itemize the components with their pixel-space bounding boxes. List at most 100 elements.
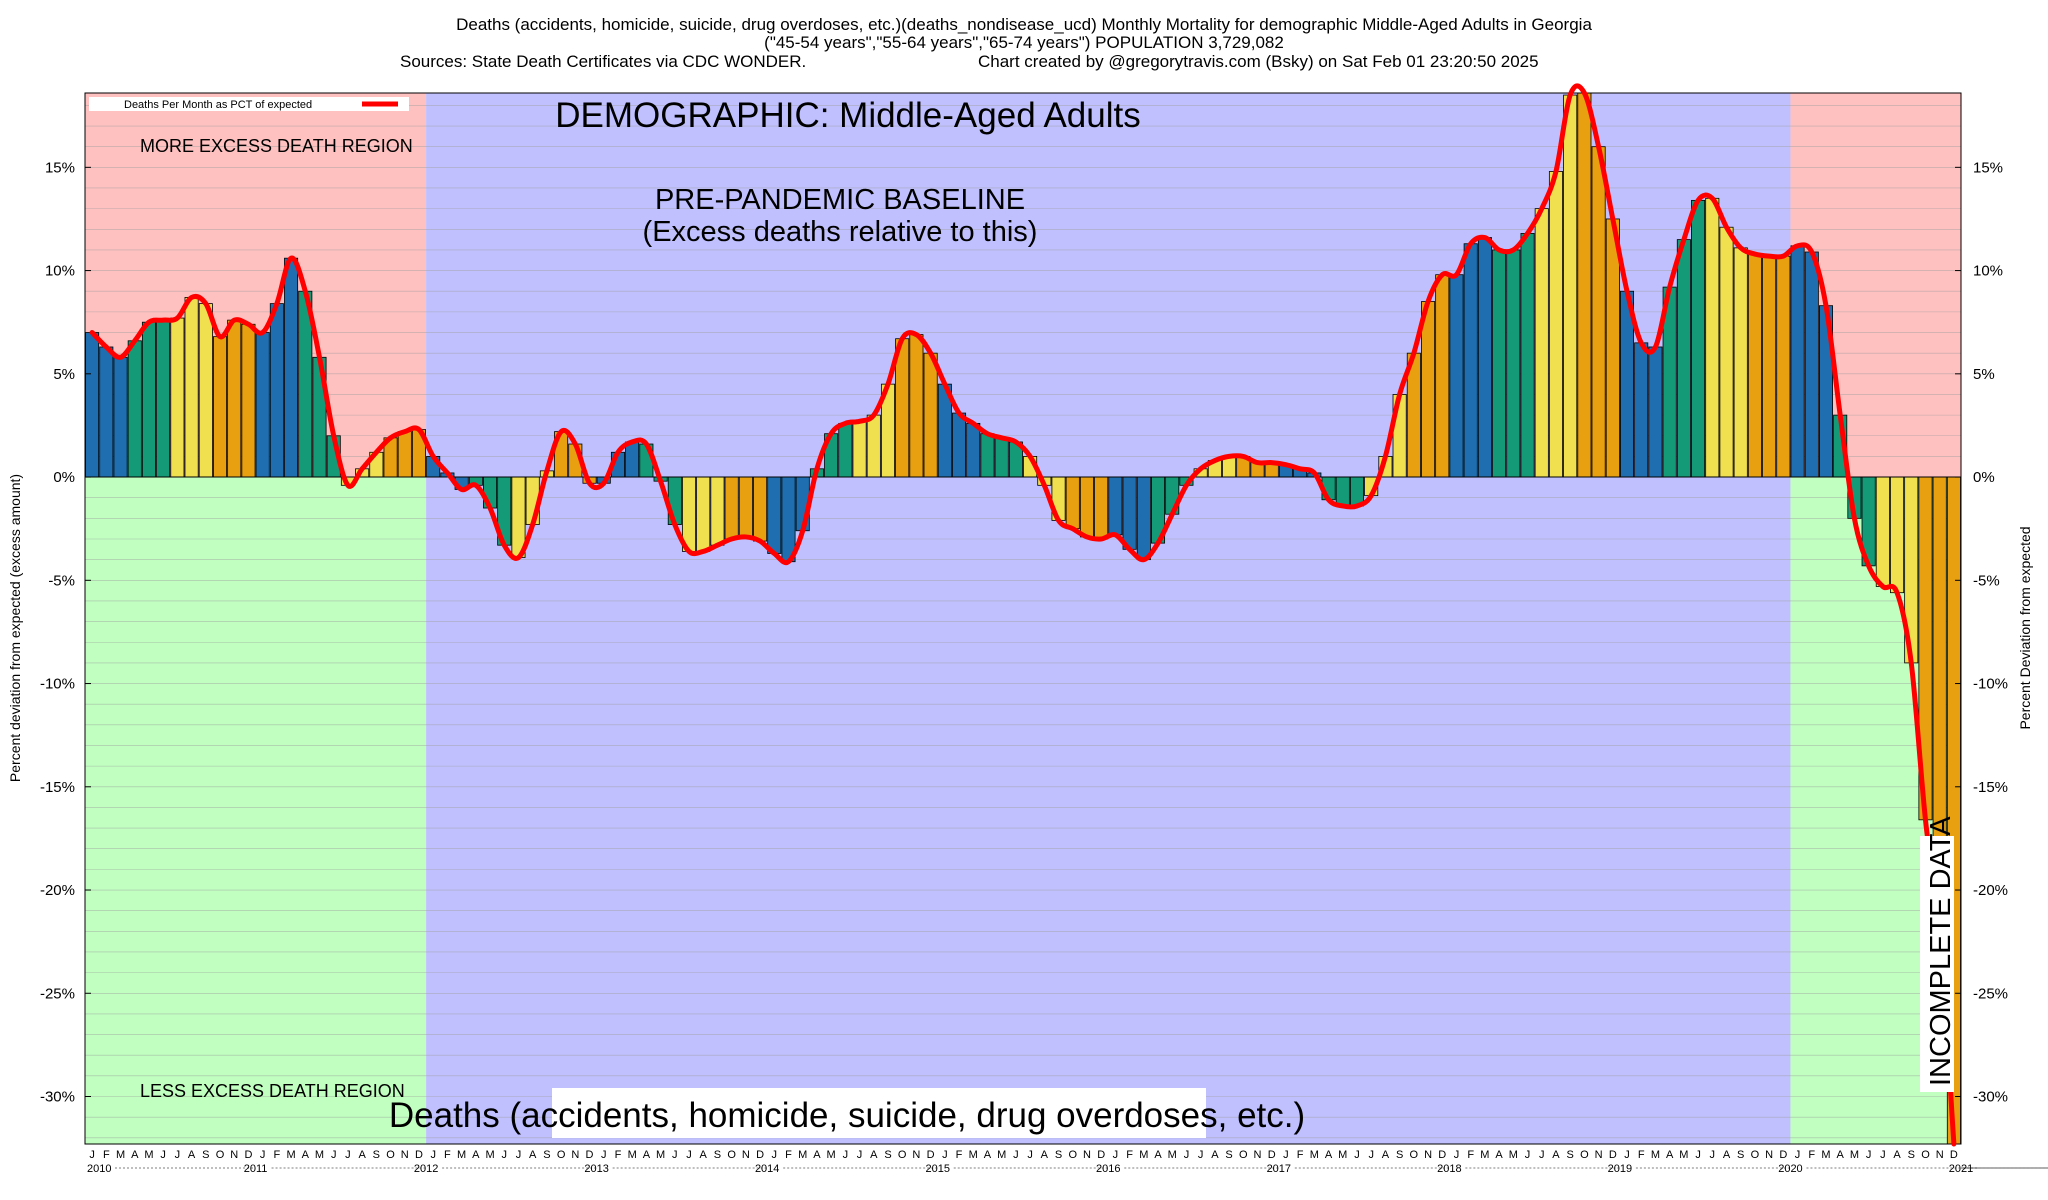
bar	[1591, 146, 1606, 478]
ytick-label-left: 15%	[45, 159, 75, 176]
month-tick-label: M	[1338, 1149, 1347, 1161]
less-region-label: LESS EXCESS DEATH REGION	[140, 1081, 405, 1101]
month-tick-label: J	[160, 1149, 166, 1161]
month-tick-label: N	[1254, 1149, 1262, 1161]
bar	[1776, 255, 1791, 478]
incomplete-data-label: INCOMPLETE DATA	[1920, 816, 1957, 1092]
month-tick-label: J	[502, 1149, 508, 1161]
bar	[156, 319, 171, 478]
ytick-label-right: 10%	[1973, 263, 2003, 280]
month-tick-label: O	[1751, 1149, 1760, 1161]
year-label: 2021	[1949, 1163, 1973, 1175]
month-tick-label: A	[1382, 1149, 1390, 1161]
bar	[753, 476, 768, 542]
more-region-left	[85, 93, 427, 478]
month-tick-label: D	[586, 1149, 594, 1161]
month-tick-label: J	[1539, 1149, 1545, 1161]
bar	[1790, 245, 1805, 478]
month-tick-label: M	[315, 1149, 324, 1161]
bar	[1890, 476, 1905, 594]
month-tick-label: M	[827, 1149, 836, 1161]
ytick-label-right: -15%	[1973, 779, 2008, 796]
month-tick-label: A	[1723, 1149, 1731, 1161]
bar	[1065, 476, 1080, 530]
bar	[767, 476, 782, 554]
month-tick-label: J	[601, 1149, 607, 1161]
month-tick-label: F	[1297, 1149, 1304, 1161]
bar	[1762, 255, 1777, 478]
month-tick-label: M	[1310, 1149, 1319, 1161]
year-label: 2016	[1096, 1163, 1120, 1175]
bar	[866, 414, 881, 478]
bar	[241, 323, 256, 478]
month-tick-label: J	[1880, 1149, 1886, 1161]
bar	[966, 422, 981, 478]
month-tick-label: M	[144, 1149, 153, 1161]
month-tick-label: J	[331, 1149, 337, 1161]
month-tick-label: S	[1055, 1149, 1062, 1161]
header-line3-left: Sources: State Death Certificates via CD…	[400, 52, 806, 71]
month-tick-label: D	[1609, 1149, 1617, 1161]
ytick-label-left: 5%	[53, 366, 75, 383]
month-tick-label: D	[244, 1149, 252, 1161]
month-tick-label: M	[969, 1149, 978, 1161]
month-tick-label: A	[1211, 1149, 1219, 1161]
bar	[1421, 301, 1436, 478]
ytick-label-right: -25%	[1973, 985, 2008, 1002]
bar	[1648, 346, 1663, 478]
month-tick-label: S	[1908, 1149, 1915, 1161]
month-tick-label: J	[1866, 1149, 1872, 1161]
month-tick-label: A	[472, 1149, 480, 1161]
bars	[85, 92, 1961, 1145]
bar	[696, 476, 711, 552]
month-tick-label: J	[1283, 1149, 1289, 1161]
year-label: 2019	[1608, 1163, 1632, 1175]
month-tick-label: N	[742, 1149, 750, 1161]
ytick-label-left: -10%	[40, 676, 75, 693]
baseline-region	[426, 93, 1791, 1144]
month-tick-label: M	[1679, 1149, 1688, 1161]
month-tick-label: M	[1480, 1149, 1489, 1161]
month-tick-label: J	[1354, 1149, 1360, 1161]
axis-labels: 15% 15% 10% 10% 5% 5% 0% 0% -5% -5% -10% -10% -15% -1…	[40, 159, 2048, 1175]
month-tick-label: O	[1239, 1149, 1248, 1161]
month-tick-label: N	[571, 1149, 579, 1161]
month-tick-label: J	[430, 1149, 436, 1161]
bar	[127, 340, 142, 478]
more-region-label: MORE EXCESS DEATH REGION	[140, 136, 413, 156]
ytick-label-left: 10%	[45, 263, 75, 280]
month-tick-label: A	[1325, 1149, 1333, 1161]
month-tick-label: A	[700, 1149, 708, 1161]
month-tick-label: A	[302, 1149, 310, 1161]
month-tick-label: S	[884, 1149, 891, 1161]
month-tick-label: J	[672, 1149, 678, 1161]
background-regions	[85, 93, 1961, 1144]
month-tick-label: S	[1737, 1149, 1744, 1161]
month-tick-label: D	[1438, 1149, 1446, 1161]
year-label: 2015	[925, 1163, 949, 1175]
bar	[85, 332, 100, 478]
deviation-line-path	[89, 83, 1957, 1147]
month-tick-label: M	[1821, 1149, 1830, 1161]
bar	[284, 257, 299, 478]
ytick-label-left: -30%	[40, 1089, 75, 1106]
month-tick-label: J	[1198, 1149, 1204, 1161]
year-label: 2010	[87, 1163, 111, 1175]
bar	[1548, 171, 1563, 478]
legend-label: Deaths Per Month as PCT of expected	[124, 99, 312, 111]
month-tick-label: J	[345, 1149, 351, 1161]
deviation-line	[89, 83, 1957, 1147]
bar	[1676, 239, 1691, 478]
month-tick-label: A	[813, 1149, 821, 1161]
month-tick-label: S	[202, 1149, 209, 1161]
month-tick-label: O	[557, 1149, 566, 1161]
month-tick-label: J	[857, 1149, 863, 1161]
month-tick-label: F	[1126, 1149, 1133, 1161]
month-tick-label: D	[1950, 1149, 1958, 1161]
ytick-label-right: -5%	[1973, 572, 2000, 589]
month-tick-label: A	[131, 1149, 139, 1161]
month-tick-label: O	[1068, 1149, 1077, 1161]
bar	[952, 412, 967, 478]
bar	[1122, 476, 1137, 550]
bar	[980, 433, 995, 478]
